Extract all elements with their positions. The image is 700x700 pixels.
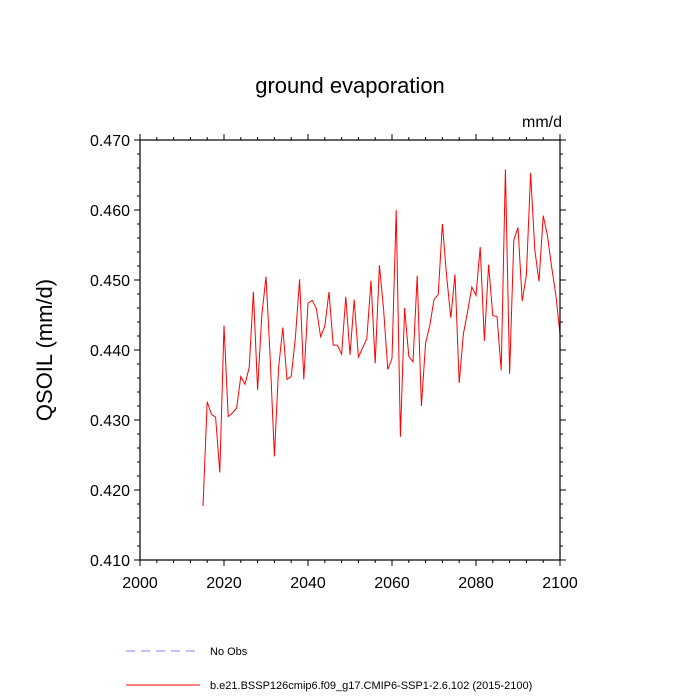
x-ticks: 2000 2020 2040 2060 2080 2100 <box>122 134 578 592</box>
x-tick-label: 2060 <box>374 575 410 592</box>
y-tick-label: 0.460 <box>90 203 130 220</box>
x-tick-label: 2040 <box>290 575 326 592</box>
legend-label-model: b.e21.BSSP126cmip6.f09_g17.CMIP6-SSP1-2.… <box>210 680 532 692</box>
x-tick-label: 2000 <box>122 575 158 592</box>
y-tick-label: 0.440 <box>90 343 130 360</box>
y-tick-label: 0.420 <box>90 483 130 500</box>
legend: No Obs b.e21.BSSP126cmip6.f09_g17.CMIP6-… <box>126 646 532 692</box>
units-label: mm/d <box>522 114 562 131</box>
x-tick-label: 2080 <box>458 575 494 592</box>
y-tick-label: 0.450 <box>90 273 130 290</box>
chart-title: ground evaporation <box>255 73 445 98</box>
legend-label-no-obs: No Obs <box>210 646 248 658</box>
y-tick-label: 0.470 <box>90 133 130 150</box>
y-tick-label: 0.430 <box>90 413 130 430</box>
y-axis-label: QSOIL (mm/d) <box>32 279 57 421</box>
series-line <box>202 169 561 507</box>
x-tick-label: 2020 <box>206 575 242 592</box>
x-tick-label: 2100 <box>542 575 578 592</box>
y-tick-label: 0.410 <box>90 553 130 570</box>
y-ticks: 0.410 0.420 0.430 0.440 0.450 0.460 0.470 <box>90 133 566 570</box>
plot-frame <box>139 139 561 561</box>
